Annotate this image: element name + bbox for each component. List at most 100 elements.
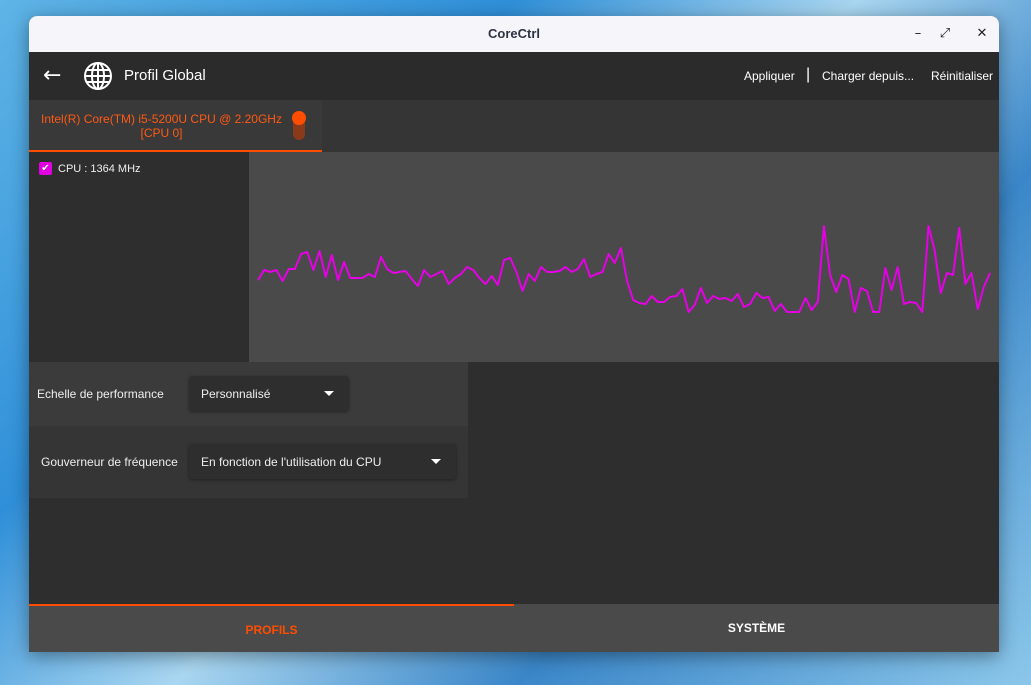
frequency-data-point — [669, 296, 671, 298]
frequency-data-point — [257, 279, 259, 281]
frequency-data-point — [386, 268, 388, 270]
frequency-graph — [249, 152, 999, 362]
sensor-panel: ✔ CPU : 1364 MHz — [29, 152, 249, 362]
frequency-data-point — [657, 301, 659, 303]
frequency-data-point — [435, 273, 437, 275]
maximize-icon[interactable]: ⤢ — [939, 26, 951, 41]
frequency-data-point — [331, 254, 333, 256]
performance-scaling-dropdown[interactable]: Personnalisé — [189, 376, 349, 411]
tab-profils[interactable]: PROFILS — [29, 604, 514, 652]
frequency-data-point — [946, 272, 948, 274]
frequency-data-point — [829, 274, 831, 276]
reset-button[interactable]: Réinitialiser — [931, 69, 994, 83]
frequency-governor-value: En fonction de l'utilisation du CPU — [201, 455, 382, 469]
frequency-data-point — [275, 269, 277, 271]
app-window: CoreCtrl – ⤢ ✕ ← Profil Global Appliquer… — [29, 16, 999, 652]
performance-scaling-row: Echelle de performance Personnalisé — [29, 362, 468, 426]
performance-scaling-value: Personnalisé — [201, 387, 271, 401]
frequency-data-point — [263, 269, 265, 271]
sensor-label: CPU : 1364 MHz — [58, 163, 141, 175]
title-bar: CoreCtrl – ⤢ ✕ — [29, 16, 999, 52]
frequency-data-point — [288, 268, 290, 270]
sensor-checkbox[interactable]: ✔ — [39, 162, 52, 175]
load-from-button[interactable]: Charger depuis... — [822, 69, 915, 83]
frequency-data-point — [792, 311, 794, 313]
minimize-icon[interactable]: – — [914, 26, 922, 41]
frequency-governor-row: Gouverneur de fréquence En fonction de l… — [29, 426, 468, 498]
frequency-data-point — [546, 271, 548, 273]
frequency-data-point — [589, 276, 591, 278]
frequency-data-point — [718, 298, 720, 300]
frequency-data-point — [282, 280, 284, 282]
frequency-data-point — [343, 261, 345, 263]
frequency-data-point — [860, 287, 862, 289]
frequency-data-point — [891, 289, 893, 291]
frequency-data-point — [306, 251, 308, 253]
separator: | — [806, 66, 811, 83]
frequency-data-point — [964, 283, 966, 285]
frequency-data-point — [872, 311, 874, 313]
tab-systeme[interactable]: SYSTÈME — [727, 621, 786, 635]
frequency-data-point — [472, 269, 474, 271]
frequency-data-point — [448, 283, 450, 285]
frequency-data-point — [989, 272, 991, 274]
frequency-data-point — [497, 284, 499, 286]
frequency-data-point — [706, 302, 708, 304]
frequency-data-point — [915, 302, 917, 304]
frequency-data-point — [786, 311, 788, 313]
frequency-data-point — [934, 249, 936, 251]
frequency-data-point — [977, 308, 979, 310]
tab-cpu-0[interactable]: Intel(R) Core(TM) i5-5200U CPU @ 2.20GHz… — [29, 100, 322, 152]
frequency-data-point — [485, 283, 487, 285]
frequency-data-point — [866, 290, 868, 292]
frequency-data-point — [534, 280, 536, 282]
apply-button[interactable]: Appliquer — [744, 69, 795, 83]
frequency-data-point — [823, 225, 825, 227]
page-title: Profil Global — [124, 67, 206, 84]
frequency-data-point — [466, 266, 468, 268]
frequency-data-point — [374, 276, 376, 278]
frequency-data-point — [663, 301, 665, 303]
frequency-data-point — [884, 267, 886, 269]
frequency-data-point — [442, 270, 444, 272]
frequency-data-point — [983, 286, 985, 288]
chevron-down-icon — [324, 391, 334, 396]
frequency-data-point — [503, 259, 505, 261]
frequency-data-point — [491, 275, 493, 277]
frequency-data-point — [638, 302, 640, 304]
frequency-data-point — [651, 295, 653, 297]
performance-scaling-label: Echelle de performance — [37, 387, 164, 401]
frequency-data-point — [927, 225, 929, 227]
frequency-data-point — [749, 303, 751, 305]
frequency-data-point — [921, 311, 923, 313]
frequency-data-point — [337, 279, 339, 281]
frequency-data-point — [681, 288, 683, 290]
back-arrow-icon[interactable]: ← — [43, 63, 62, 88]
frequency-data-point — [620, 247, 622, 249]
frequency-data-point — [952, 274, 954, 276]
cpu-tab-label: Intel(R) Core(TM) i5-5200U CPU @ 2.20GHz… — [41, 112, 282, 140]
frequency-data-point — [903, 303, 905, 305]
frequency-data-point — [940, 292, 942, 294]
frequency-data-point — [798, 311, 800, 313]
frequency-data-point — [817, 301, 819, 303]
frequency-data-point — [835, 291, 837, 293]
cpu-toggle[interactable] — [292, 111, 306, 125]
frequency-data-point — [454, 277, 456, 279]
frequency-data-point — [804, 297, 806, 299]
frequency-data-point — [768, 296, 770, 298]
frequency-data-point — [565, 266, 567, 268]
frequency-data-point — [478, 277, 480, 279]
frequency-data-point — [608, 253, 610, 255]
frequency-data-point — [743, 306, 745, 308]
frequency-data-point — [362, 277, 364, 279]
component-tabs: Intel(R) Core(TM) i5-5200U CPU @ 2.20GHz… — [29, 100, 999, 152]
frequency-data-point — [712, 295, 714, 297]
frequency-data-point — [601, 271, 603, 273]
frequency-data-point — [645, 303, 647, 305]
frequency-governor-dropdown[interactable]: En fonction de l'utilisation du CPU — [189, 444, 456, 479]
frequency-data-point — [509, 257, 511, 259]
frequency-data-point — [405, 270, 407, 272]
close-icon[interactable]: ✕ — [976, 26, 988, 41]
frequency-data-point — [897, 266, 899, 268]
